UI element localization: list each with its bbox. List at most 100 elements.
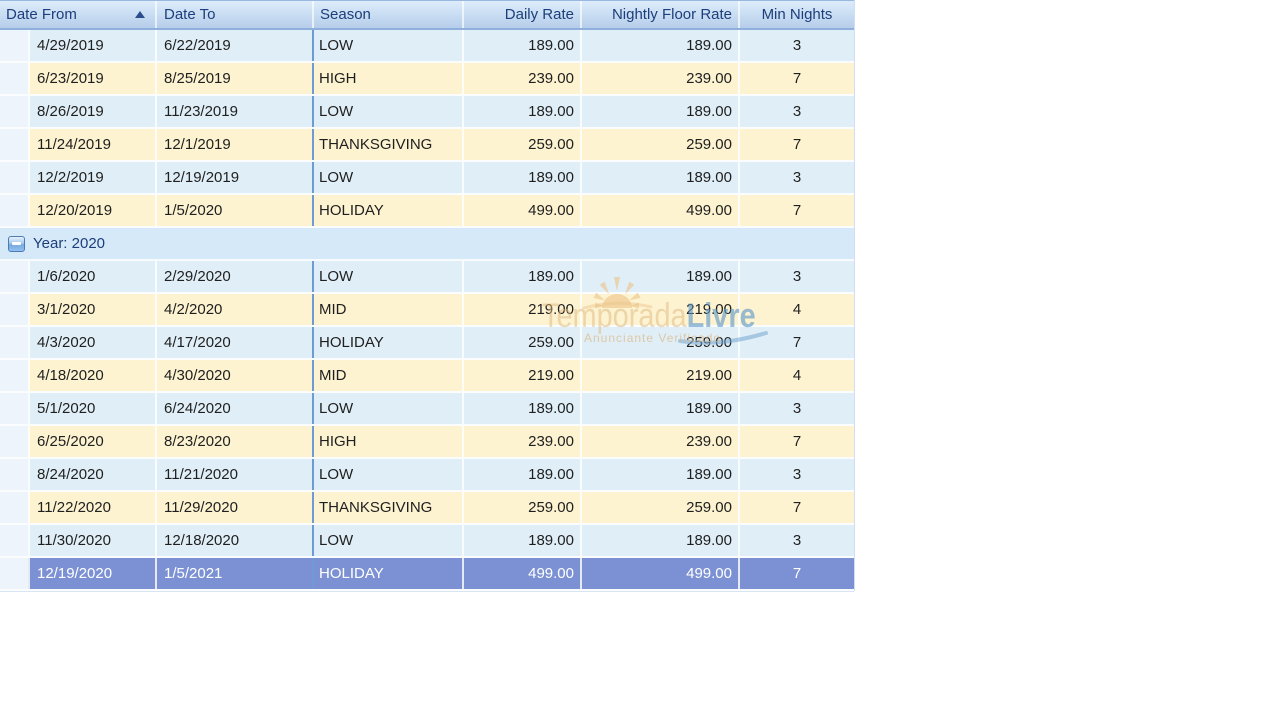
cell-date-from[interactable]: 8/24/2020 <box>28 459 155 490</box>
cell-date-from[interactable]: 12/2/2019 <box>28 162 155 193</box>
column-header-season[interactable]: Season <box>312 1 462 28</box>
column-header-min-nights[interactable]: Min Nights <box>738 1 854 28</box>
cell-season[interactable]: HIGH <box>312 63 462 94</box>
cell-season[interactable]: THANKSGIVING <box>312 129 462 160</box>
cell-min-nights[interactable]: 4 <box>738 360 854 391</box>
cell-daily-rate[interactable]: 189.00 <box>462 96 580 127</box>
cell-min-nights[interactable]: 7 <box>738 63 854 94</box>
cell-date-to[interactable]: 6/22/2019 <box>155 30 312 61</box>
cell-nightly-floor-rate[interactable]: 259.00 <box>580 492 738 523</box>
table-row[interactable]: 6/23/2019 8/25/2019 HIGH 239.00 239.00 7 <box>0 63 854 96</box>
cell-min-nights[interactable]: 3 <box>738 261 854 292</box>
cell-nightly-floor-rate[interactable]: 189.00 <box>580 525 738 556</box>
cell-daily-rate[interactable]: 259.00 <box>462 492 580 523</box>
cell-date-to[interactable]: 1/5/2021 <box>155 558 312 589</box>
cell-daily-rate[interactable]: 189.00 <box>462 261 580 292</box>
cell-date-from[interactable]: 6/25/2020 <box>28 426 155 457</box>
cell-nightly-floor-rate[interactable]: 189.00 <box>580 459 738 490</box>
cell-date-to[interactable]: 6/24/2020 <box>155 393 312 424</box>
cell-season[interactable]: LOW <box>312 162 462 193</box>
cell-daily-rate[interactable]: 499.00 <box>462 558 580 589</box>
cell-min-nights[interactable]: 4 <box>738 294 854 325</box>
cell-nightly-floor-rate[interactable]: 189.00 <box>580 30 738 61</box>
cell-season[interactable]: LOW <box>312 96 462 127</box>
table-row[interactable]: 8/24/2020 11/21/2020 LOW 189.00 189.00 3 <box>0 459 854 492</box>
cell-season[interactable]: LOW <box>312 459 462 490</box>
table-row[interactable]: 12/20/2019 1/5/2020 HOLIDAY 499.00 499.00 7 <box>0 195 854 228</box>
cell-nightly-floor-rate[interactable]: 189.00 <box>580 393 738 424</box>
cell-daily-rate[interactable]: 259.00 <box>462 129 580 160</box>
cell-date-from[interactable]: 4/3/2020 <box>28 327 155 358</box>
table-row[interactable]: 12/2/2019 12/19/2019 LOW 189.00 189.00 3 <box>0 162 854 195</box>
cell-season[interactable]: HOLIDAY <box>312 195 462 226</box>
cell-date-from[interactable]: 1/6/2020 <box>28 261 155 292</box>
cell-date-to[interactable]: 4/17/2020 <box>155 327 312 358</box>
cell-min-nights[interactable]: 7 <box>738 558 854 589</box>
column-header-nightly-floor-rate[interactable]: Nightly Floor Rate <box>580 1 738 28</box>
cell-date-from[interactable]: 11/22/2020 <box>28 492 155 523</box>
cell-min-nights[interactable]: 7 <box>738 327 854 358</box>
cell-min-nights[interactable]: 3 <box>738 525 854 556</box>
cell-date-from[interactable]: 6/23/2019 <box>28 63 155 94</box>
column-header-daily-rate[interactable]: Daily Rate <box>462 1 580 28</box>
cell-min-nights[interactable]: 7 <box>738 492 854 523</box>
group-row[interactable]: Year: 2020 <box>0 228 854 261</box>
table-row[interactable]: 4/18/2020 4/30/2020 MID 219.00 219.00 4 <box>0 360 854 393</box>
table-row[interactable]: 4/29/2019 6/22/2019 LOW 189.00 189.00 3 <box>0 30 854 63</box>
cell-date-from[interactable]: 11/30/2020 <box>28 525 155 556</box>
cell-min-nights[interactable]: 7 <box>738 195 854 226</box>
cell-date-to[interactable]: 12/1/2019 <box>155 129 312 160</box>
cell-season[interactable]: LOW <box>312 261 462 292</box>
cell-nightly-floor-rate[interactable]: 189.00 <box>580 96 738 127</box>
cell-nightly-floor-rate[interactable]: 189.00 <box>580 261 738 292</box>
cell-date-from[interactable]: 12/19/2020 <box>28 558 155 589</box>
cell-min-nights[interactable]: 3 <box>738 393 854 424</box>
cell-date-from[interactable]: 4/29/2019 <box>28 30 155 61</box>
cell-min-nights[interactable]: 7 <box>738 129 854 160</box>
table-row[interactable]: 11/22/2020 11/29/2020 THANKSGIVING 259.00 25… <box>0 492 854 525</box>
cell-daily-rate[interactable]: 239.00 <box>462 63 580 94</box>
cell-date-from[interactable]: 5/1/2020 <box>28 393 155 424</box>
cell-daily-rate[interactable]: 189.00 <box>462 525 580 556</box>
cell-season[interactable]: LOW <box>312 393 462 424</box>
cell-season[interactable]: THANKSGIVING <box>312 492 462 523</box>
cell-season[interactable]: MID <box>312 360 462 391</box>
table-row[interactable]: 12/19/2020 1/5/2021 HOLIDAY 499.00 499.00 7 <box>0 558 854 591</box>
table-row[interactable]: 8/26/2019 11/23/2019 LOW 189.00 189.00 3 <box>0 96 854 129</box>
cell-min-nights[interactable]: 3 <box>738 96 854 127</box>
cell-date-to[interactable]: 4/2/2020 <box>155 294 312 325</box>
cell-season[interactable]: HOLIDAY <box>312 327 462 358</box>
cell-min-nights[interactable]: 7 <box>738 426 854 457</box>
cell-season[interactable]: HOLIDAY <box>312 558 462 589</box>
cell-nightly-floor-rate[interactable]: 219.00 <box>580 294 738 325</box>
cell-min-nights[interactable]: 3 <box>738 30 854 61</box>
cell-date-to[interactable]: 11/21/2020 <box>155 459 312 490</box>
table-row[interactable]: 6/25/2020 8/23/2020 HIGH 239.00 239.00 7 <box>0 426 854 459</box>
cell-daily-rate[interactable]: 189.00 <box>462 30 580 61</box>
collapse-button[interactable] <box>8 235 25 252</box>
cell-daily-rate[interactable]: 239.00 <box>462 426 580 457</box>
cell-daily-rate[interactable]: 219.00 <box>462 294 580 325</box>
cell-date-to[interactable]: 4/30/2020 <box>155 360 312 391</box>
table-row[interactable]: 11/30/2020 12/18/2020 LOW 189.00 189.00 3 <box>0 525 854 558</box>
cell-date-from[interactable]: 11/24/2019 <box>28 129 155 160</box>
cell-nightly-floor-rate[interactable]: 259.00 <box>580 129 738 160</box>
column-header-date-from[interactable]: Date From <box>0 1 155 28</box>
cell-min-nights[interactable]: 3 <box>738 162 854 193</box>
cell-date-to[interactable]: 12/18/2020 <box>155 525 312 556</box>
cell-date-to[interactable]: 2/29/2020 <box>155 261 312 292</box>
cell-date-to[interactable]: 12/19/2019 <box>155 162 312 193</box>
cell-nightly-floor-rate[interactable]: 499.00 <box>580 195 738 226</box>
cell-daily-rate[interactable]: 499.00 <box>462 195 580 226</box>
table-row[interactable]: 5/1/2020 6/24/2020 LOW 189.00 189.00 3 <box>0 393 854 426</box>
cell-daily-rate[interactable]: 189.00 <box>462 162 580 193</box>
cell-date-from[interactable]: 4/18/2020 <box>28 360 155 391</box>
cell-date-to[interactable]: 1/5/2020 <box>155 195 312 226</box>
table-row[interactable]: 11/24/2019 12/1/2019 THANKSGIVING 259.00 259… <box>0 129 854 162</box>
cell-date-to[interactable]: 8/25/2019 <box>155 63 312 94</box>
cell-daily-rate[interactable]: 189.00 <box>462 393 580 424</box>
cell-daily-rate[interactable]: 219.00 <box>462 360 580 391</box>
cell-nightly-floor-rate[interactable]: 189.00 <box>580 162 738 193</box>
table-row[interactable]: 3/1/2020 4/2/2020 MID 219.00 219.00 4 <box>0 294 854 327</box>
cell-min-nights[interactable]: 3 <box>738 459 854 490</box>
